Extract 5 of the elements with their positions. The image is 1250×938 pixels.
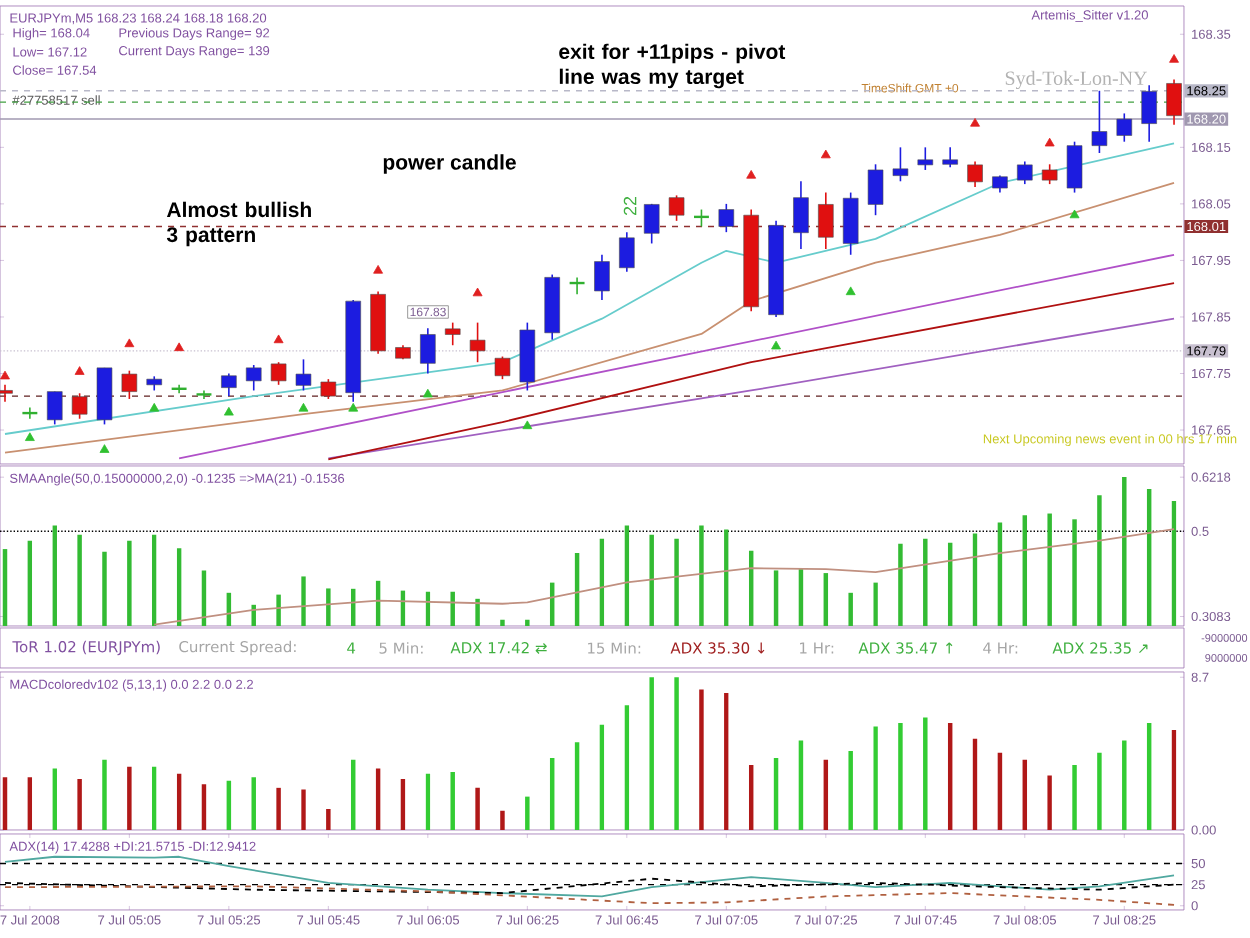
annotation: exit for +11pips - pivot line was my target <box>559 43 786 89</box>
annotation: Syd-Tok-Lon-NY <box>1005 70 1148 90</box>
annotation: Almost bullish 3 pattern <box>166 201 311 247</box>
annotation: power candle <box>383 154 516 174</box>
annotation: 22 <box>623 196 637 216</box>
